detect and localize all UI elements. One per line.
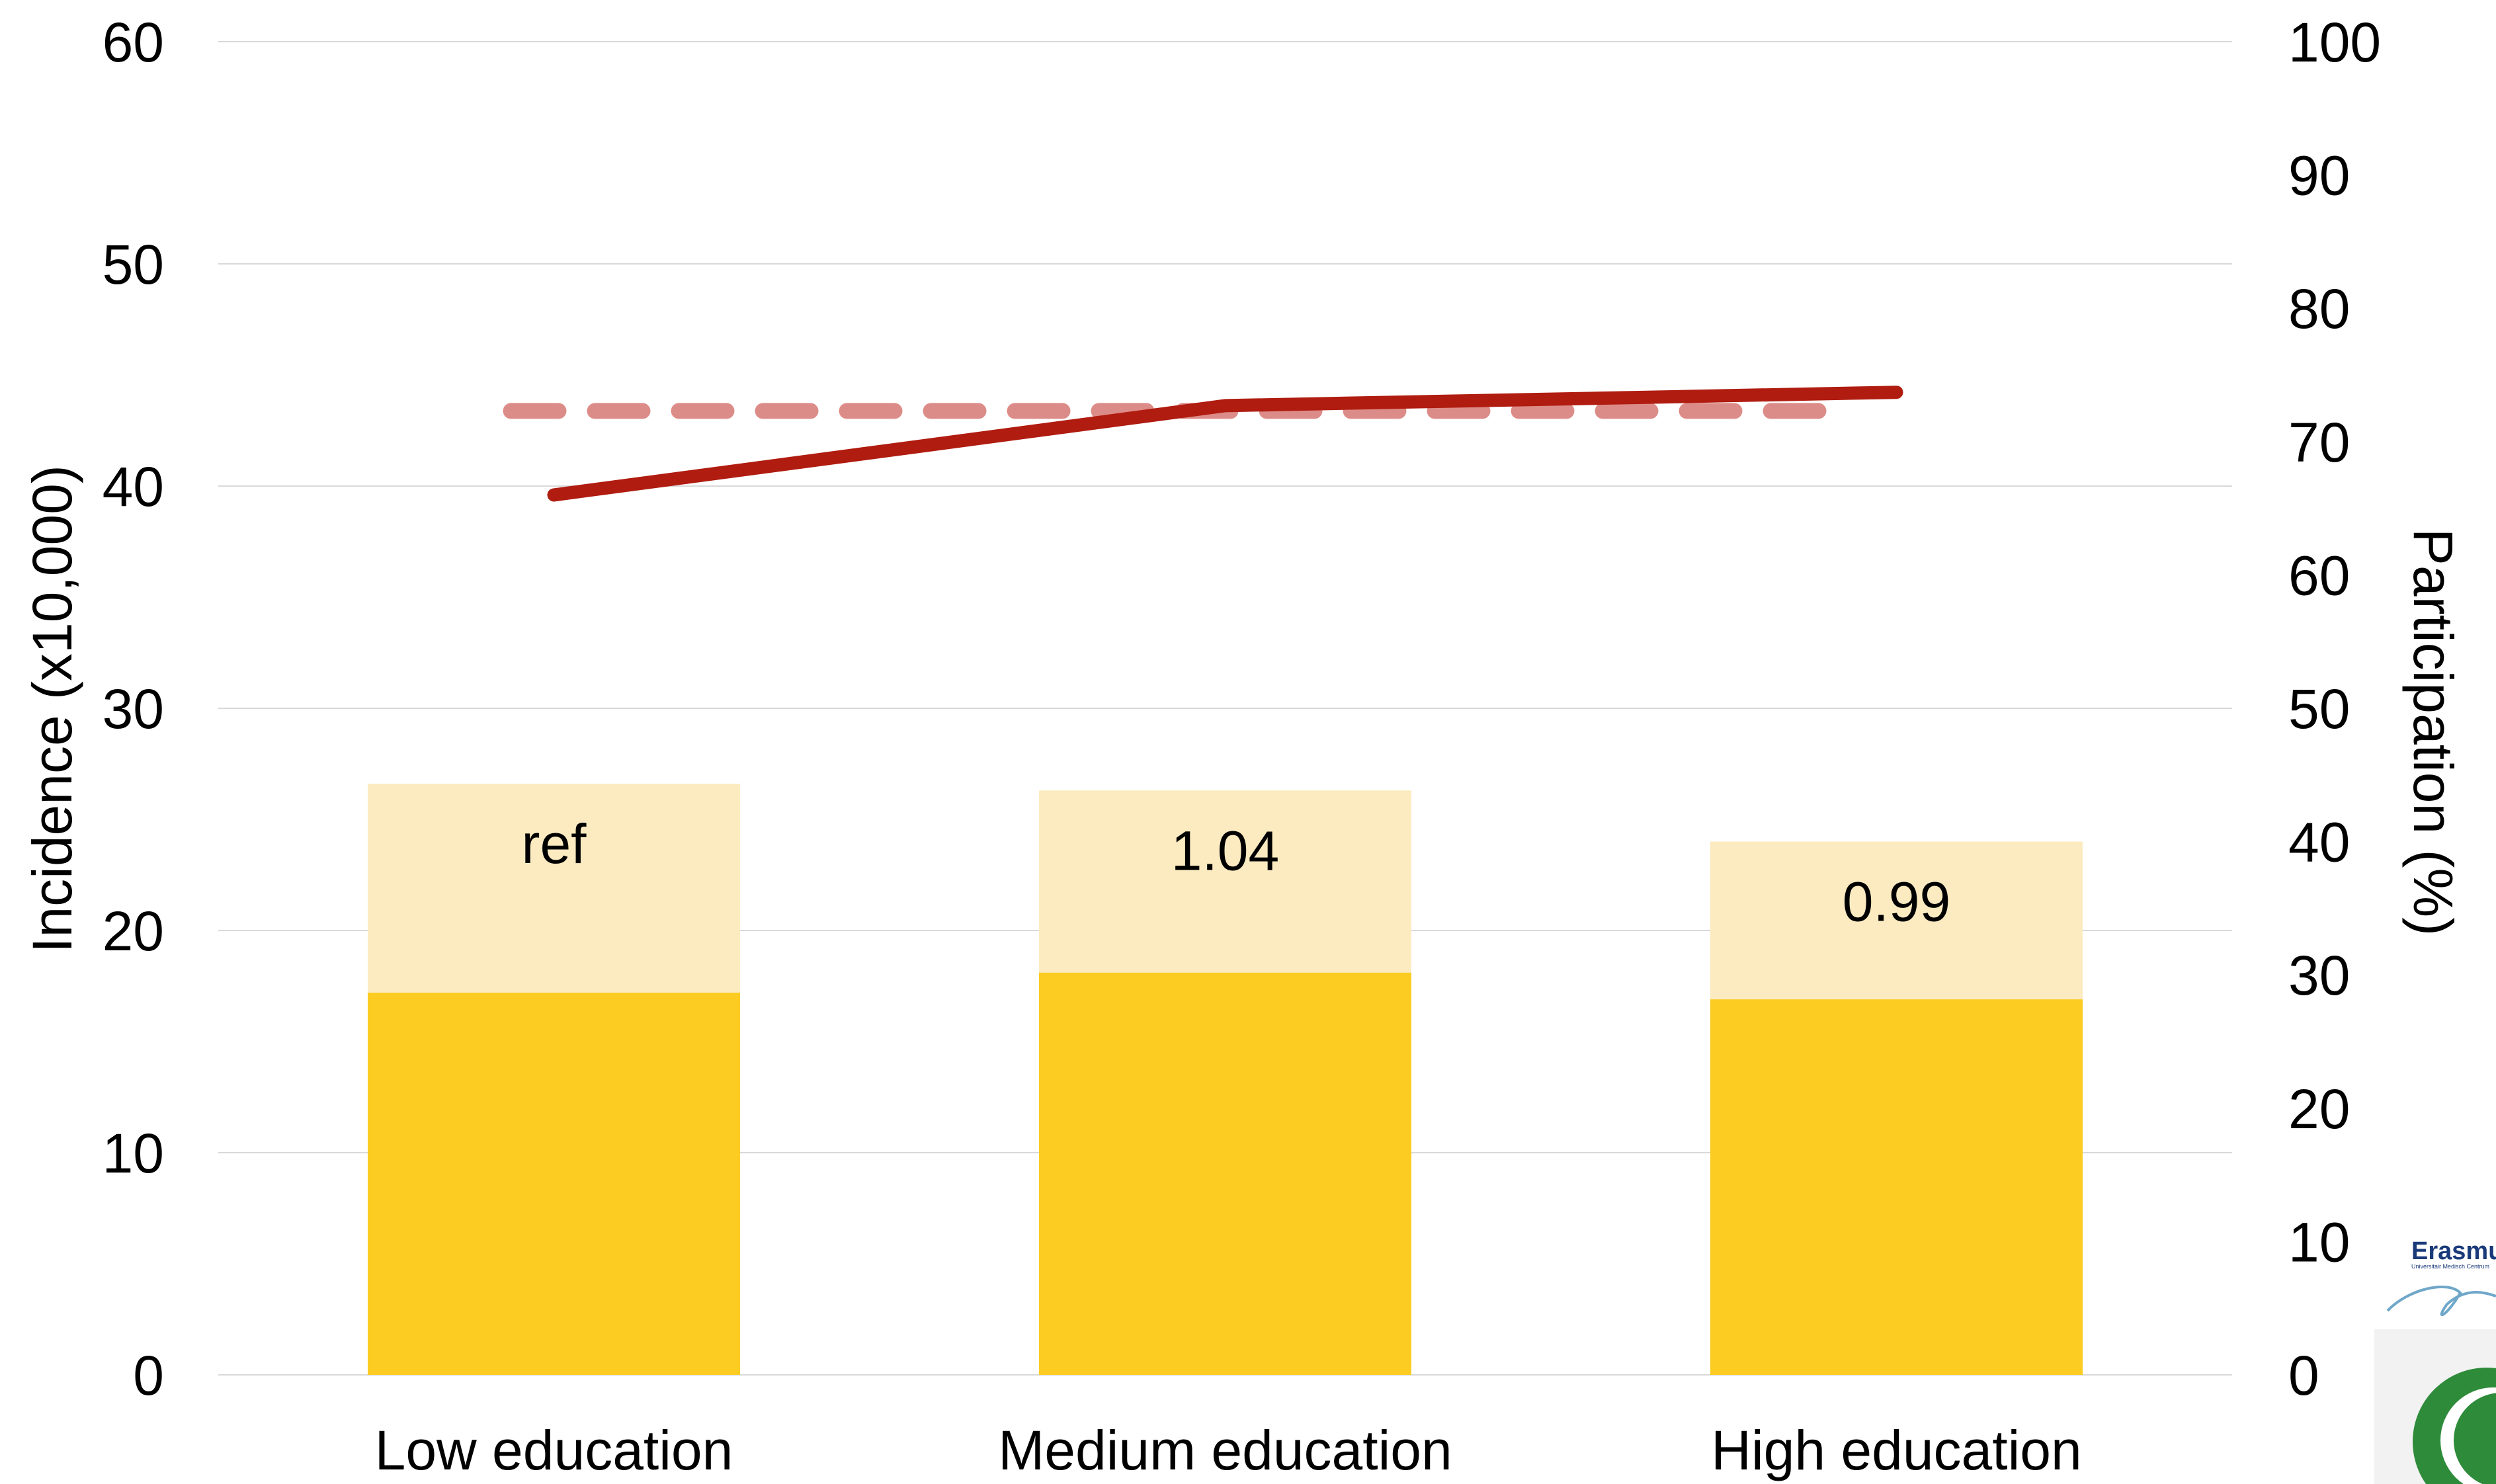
category-label: Low education [375,1419,733,1481]
lines [503,386,1903,502]
erasmus-logo: Erasmus Universitair Medisch Centrum [2386,1237,2496,1317]
left-tick-label: 60 [103,11,164,73]
left-tick-label: 40 [103,456,164,518]
category-label: Medium education [998,1419,1452,1481]
right-tick-label: 40 [2288,811,2350,874]
logo-text: Erasmus [2411,1237,2496,1265]
left-axis-title: Incidence (x10,000) [21,465,83,953]
right-tick-label: 70 [2288,411,2350,474]
left-tick-label: 20 [103,900,164,962]
right-tick-label: 10 [2288,1211,2350,1273]
right-tick-label: 100 [2288,11,2381,73]
left-tick-label: 50 [103,233,164,296]
line-solid [547,386,1903,502]
right-tick-label: 60 [2288,544,2350,606]
right-tick-label: 90 [2288,145,2350,207]
logo-subtext: Universitair Medisch Centrum [2411,1263,2489,1270]
right-tick-label: 30 [2288,944,2350,1007]
bar-bottom [1710,999,2083,1375]
bar-value-label: 0.99 [1843,871,1951,933]
left-tick-label: 0 [133,1344,164,1407]
signature-swoosh-icon [2386,1286,2496,1317]
right-tick-label: 0 [2288,1344,2319,1407]
bar-bottom [1039,972,1411,1375]
right-tick-label: 20 [2288,1078,2350,1140]
category-label: High education [1711,1419,2081,1481]
right-tick-label: 50 [2288,678,2350,740]
bar-value-label: ref [521,813,587,875]
bar-bottom [368,993,740,1375]
bar-value-label: 1.04 [1171,819,1280,882]
left-tick-label: 30 [103,678,164,740]
right-tick-label: 80 [2288,278,2350,340]
category-labels: Low education Medium education High educat… [375,1419,2082,1481]
right-axis-title: Participation (%) [2402,528,2464,936]
bars [368,784,2083,1375]
left-axis-ticks: 0 10 20 30 40 50 60 [103,11,164,1407]
bar-labels: ref 1.04 0.99 [521,813,1950,932]
left-tick-label: 10 [103,1122,164,1184]
right-axis-ticks: 0 10 20 30 40 50 60 70 80 90 100 [2288,11,2381,1407]
green-logo-icon [2374,1329,2496,1484]
